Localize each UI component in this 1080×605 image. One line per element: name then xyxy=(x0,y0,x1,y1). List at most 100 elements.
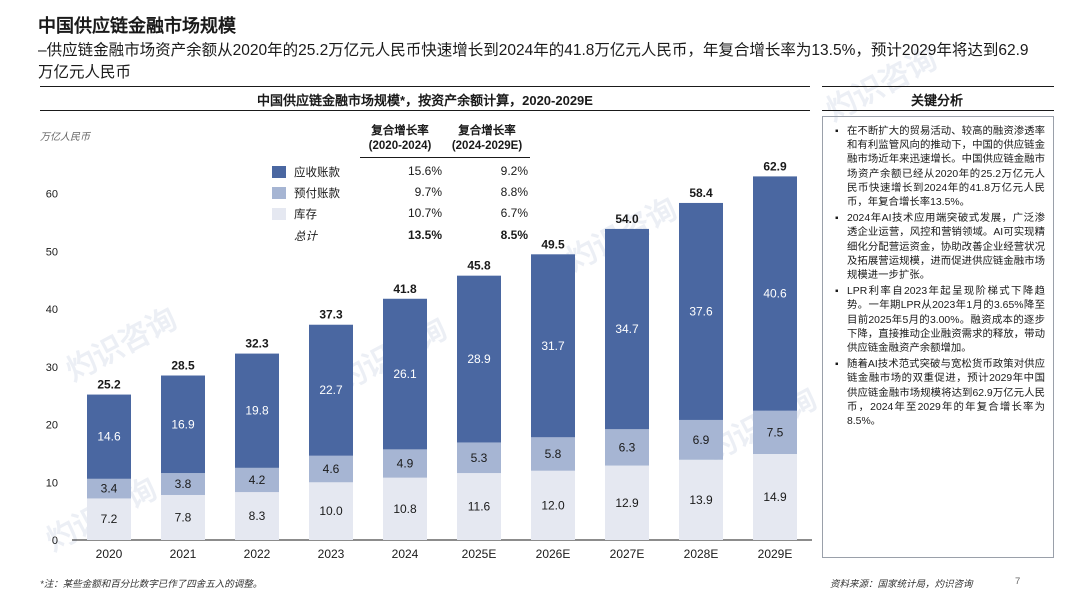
bar-total-label: 49.5 xyxy=(541,237,565,251)
key-analysis-bullet: 随着AI技术范式突破与宽松货币政策对供应链金融市场的双重促进，预计2029年中国… xyxy=(835,358,1045,429)
x-tick-label: 2021 xyxy=(170,547,197,561)
cagr-header-1: 复合增长率 (2020-2024) xyxy=(360,124,440,154)
bar-value-label-inventory: 12.0 xyxy=(541,498,565,512)
page-subtitle: –供应链金融市场资产余额从2020年的25.2万亿元人民币快速增长到2024年的… xyxy=(38,42,1029,81)
bar-total-label: 62.9 xyxy=(763,159,787,173)
key-analysis-title: 关键分析 xyxy=(910,93,963,108)
cagr-total-2020-2024: 13.5% xyxy=(407,228,442,242)
bar-total-label: 41.8 xyxy=(393,282,417,296)
stacked-bar-chart: 0 10 20 30 40 50 60 7.2 3.4 14.6 25.2 2020 7.8 3.8 16.… xyxy=(46,159,812,561)
x-tick-label: 2026E xyxy=(536,547,571,561)
bar-segment-receivables xyxy=(383,298,427,450)
bar-segment-inventory xyxy=(87,498,131,540)
y-tick-label: 60 xyxy=(46,189,58,201)
bar-segment-inventory xyxy=(383,477,427,540)
key-analysis-bullet: 2024年AI技术应用端突破式发展，广泛渗透企业运营，风控和营销领域。AI可实现… xyxy=(835,212,1045,283)
bar-segment-inventory xyxy=(679,459,723,540)
page-number: 7 xyxy=(1015,576,1021,587)
legend-swatch-receivables xyxy=(272,166,286,178)
cagr-inventory-2024-2029: 6.7% xyxy=(500,206,528,220)
cagr-receivables-2024-2029: 9.2% xyxy=(500,164,528,178)
x-tick-label: 2022 xyxy=(244,547,271,561)
bar-value-label-inventory: 14.9 xyxy=(763,490,787,504)
x-tick-label: 2025E xyxy=(462,547,497,561)
y-tick-label: 50 xyxy=(46,246,58,258)
side-header-rule xyxy=(822,86,1054,87)
bar-value-label-inventory: 7.8 xyxy=(175,510,192,524)
bar-segment-prepayments xyxy=(679,419,723,460)
cagr-prepayments-2020-2024: 9.7% xyxy=(414,185,442,199)
bar-value-label-receivables: 22.7 xyxy=(319,383,343,397)
page-title: 中国供应链金融市场规模 xyxy=(38,16,236,36)
bar-value-label-inventory: 8.3 xyxy=(249,509,266,523)
legend-label-total: 总计 xyxy=(294,231,317,243)
bar-total-label: 25.2 xyxy=(97,378,121,392)
bar-value-label-prepayments: 7.5 xyxy=(767,425,784,439)
bar-value-label-receivables: 28.9 xyxy=(467,352,491,366)
legend-label-receivables: 应收账款 xyxy=(294,167,340,179)
cagr-header-2: 复合增长率 (2024-2029E) xyxy=(444,124,530,154)
cagr-receivables-2020-2024: 15.6% xyxy=(407,164,442,178)
bar-value-label-inventory: 11.6 xyxy=(468,500,491,514)
x-tick-label: 2024 xyxy=(392,547,419,561)
bar-segment-prepayments xyxy=(605,429,649,466)
bar-segment-prepayments xyxy=(383,449,427,478)
bar-total-label: 45.8 xyxy=(467,259,491,273)
x-tick-label: 2027E xyxy=(610,547,645,561)
bar-segment-receivables xyxy=(161,375,205,474)
bar-value-label-prepayments: 4.6 xyxy=(323,462,340,476)
cagr-header-1-label: 复合增长率 xyxy=(371,125,429,137)
bar-segment-inventory xyxy=(309,482,353,540)
bar-value-label-receivables: 19.8 xyxy=(245,404,269,418)
bar-segment-inventory xyxy=(161,494,205,540)
bar-value-label-receivables: 14.6 xyxy=(97,430,121,444)
bar-value-label-prepayments: 4.2 xyxy=(249,473,266,487)
bar-value-label-receivables: 31.7 xyxy=(541,339,565,353)
bar-segment-receivables xyxy=(753,176,797,411)
bar-segment-prepayments xyxy=(753,410,797,455)
bar-segment-prepayments xyxy=(87,478,131,499)
bar-value-label-receivables: 16.9 xyxy=(171,417,195,431)
side-title-underline xyxy=(822,110,1054,111)
bar-segment-receivables xyxy=(679,202,723,420)
bar-segment-inventory xyxy=(605,465,649,540)
bar-total-label: 54.0 xyxy=(615,212,639,226)
cagr-header-2-label: 复合增长率 xyxy=(458,125,516,137)
chart-title-underline xyxy=(40,110,810,111)
cagr-total-2024-2029: 8.5% xyxy=(500,228,528,242)
bar-value-label-receivables: 40.6 xyxy=(763,287,787,301)
y-tick-label: 10 xyxy=(46,477,58,489)
cagr-inventory-2020-2024: 10.7% xyxy=(407,206,442,220)
x-tick-label: 2028E xyxy=(684,547,719,561)
bar-total-label: 32.3 xyxy=(245,337,269,351)
bar-total-label: 37.3 xyxy=(319,308,343,322)
bar-segment-prepayments xyxy=(457,442,501,474)
bar-value-label-inventory: 10.0 xyxy=(319,504,343,518)
bar-value-label-prepayments: 5.3 xyxy=(471,451,488,465)
bar-value-label-inventory: 12.9 xyxy=(615,496,639,510)
cagr-header-2-period: (2024-2029E) xyxy=(451,140,523,152)
bar-segment-prepayments xyxy=(309,455,353,483)
x-tick-label: 2023 xyxy=(318,547,345,561)
y-tick-label: 40 xyxy=(46,304,58,316)
cagr-prepayments-2024-2029: 8.8% xyxy=(500,185,528,199)
bar-segment-prepayments xyxy=(161,473,205,495)
bar-segment-inventory xyxy=(235,492,279,540)
key-analysis-box: 在不断扩大的贸易活动、较高的融资渗透率和有利监管风向的推动下，中国的供应链金融市… xyxy=(822,116,1054,558)
bar-value-label-inventory: 7.2 xyxy=(101,512,118,526)
bar-value-label-receivables: 26.1 xyxy=(393,367,417,381)
bar-value-label-prepayments: 3.8 xyxy=(175,477,192,491)
key-analysis-list: 在不断扩大的贸易活动、较高的融资渗透率和有利监管风向的推动下，中国的供应链金融市… xyxy=(833,125,1045,429)
cagr-header-1-period: (2020-2024) xyxy=(368,140,432,152)
chart-header-rule xyxy=(40,86,810,87)
footnote: *注：某些金额和百分比数字已作了四舍五入的调整。 xyxy=(40,579,263,590)
cagr-header-underline xyxy=(360,157,530,158)
bar-segment-receivables xyxy=(605,228,649,430)
bar-segment-inventory xyxy=(753,454,797,540)
bar-segment-receivables xyxy=(457,275,501,443)
key-analysis-bullet: 在不断扩大的贸易活动、较高的融资渗透率和有利监管风向的推动下，中国的供应链金融市… xyxy=(835,125,1045,210)
bar-segment-receivables xyxy=(235,353,279,468)
bar-value-label-prepayments: 3.4 xyxy=(101,482,118,496)
legend-swatch-inventory xyxy=(272,208,286,220)
legend-label-inventory: 库存 xyxy=(294,209,317,221)
